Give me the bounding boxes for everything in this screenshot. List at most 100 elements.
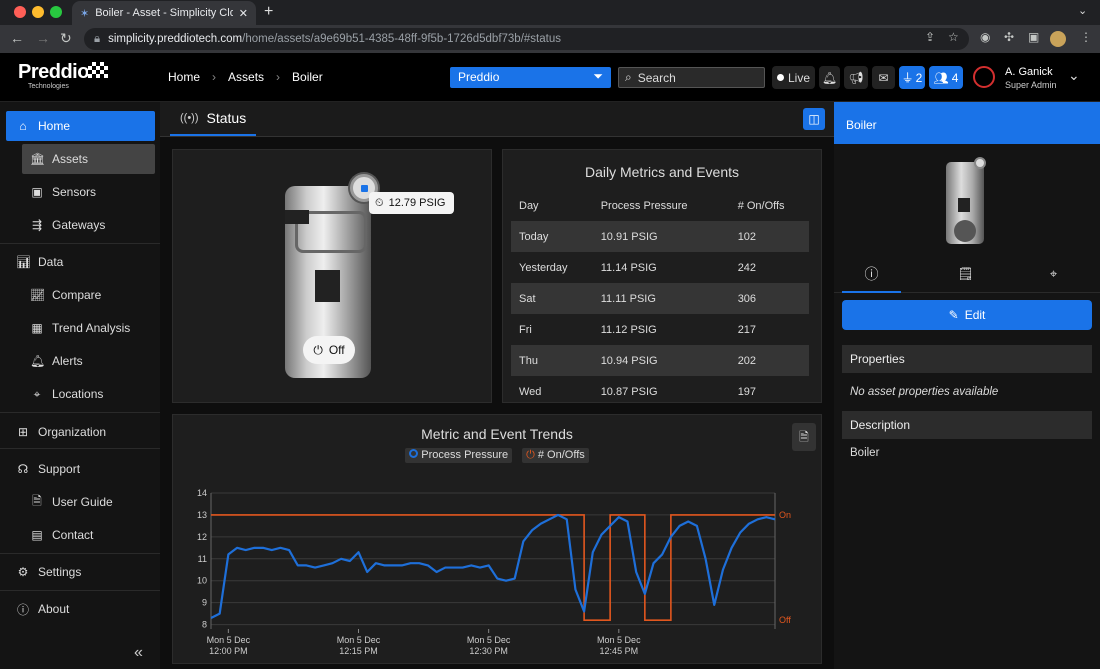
new-tab-icon[interactable]: +	[264, 3, 274, 20]
browser-tab-strip: ✶ Boiler - Asset - Simplicity Clou ✕ + ⌄	[0, 0, 1100, 25]
extension-globe-icon[interactable]: ◉	[980, 30, 991, 44]
sidebar-label: Home	[38, 119, 71, 133]
legend-label: # On/Offs	[537, 449, 585, 461]
sidebar-item-sensors[interactable]: ▣ Sensors	[22, 177, 155, 207]
sidebar-item-home[interactable]: ⌂ Home	[6, 111, 155, 141]
metrics-table: Day Process Pressure # On/Offs Today 10.9…	[511, 190, 809, 402]
edit-button[interactable]: ✎ Edit	[842, 300, 1092, 330]
url-path: /home/assets/a9e69b51-4385-48ff-9f5b-172…	[242, 33, 561, 45]
sidebar-item-organization[interactable]: ⊞ Organization	[6, 417, 155, 447]
divider	[0, 412, 160, 413]
panel-tabs: ⓘ 🗒︎ ⌖	[834, 257, 1100, 293]
column-header: Day	[519, 199, 539, 212]
sidebar-item-alerts[interactable]: 🔔︎ Alerts	[22, 346, 155, 376]
breadcrumb-assets[interactable]: Assets	[228, 70, 265, 84]
breadcrumb-boiler: Boiler	[292, 70, 323, 84]
sidebar-label: User Guide	[52, 495, 113, 509]
user-avatar-icon[interactable]	[973, 66, 995, 88]
minimize-window-icon[interactable]	[32, 6, 44, 18]
preddio-logo[interactable]: Preddio Technologies	[18, 61, 113, 95]
sidebar-item-support[interactable]: ☊ Support	[6, 454, 155, 484]
sidebar-label: About	[38, 602, 70, 616]
collapse-sidebar-icon[interactable]: «	[134, 644, 143, 661]
cell: 102	[729, 221, 809, 252]
sidebar-item-trend-analysis[interactable]: ▦ Trend Analysis	[22, 313, 155, 343]
map-pin-icon: ⌖	[33, 386, 41, 401]
boiler-visual-card: ⏲ 12.79 PSIG ⏻ Off	[172, 149, 492, 403]
sidebar-item-locations[interactable]: ⌖ Locations	[22, 379, 155, 409]
address-bar[interactable]: 🔒︎ simplicity.preddiotech.com/home/asset…	[84, 28, 969, 50]
extensions-puzzle-icon[interactable]: ✣	[1004, 30, 1015, 44]
cell: 10.94 PSIG	[592, 345, 730, 376]
search-placeholder: Search	[637, 70, 676, 85]
bookmark-star-icon[interactable]: ☆	[948, 30, 959, 44]
tab-map-icon[interactable]: ⌖	[1049, 266, 1058, 281]
share-icon[interactable]: ⇪	[925, 30, 936, 44]
zoom-window-icon[interactable]	[50, 6, 62, 18]
url-host: simplicity.preddiotech.com	[108, 33, 243, 45]
gauge-icon: ⏲	[375, 196, 384, 209]
breadcrumb: Home › Assets › Boiler	[168, 70, 323, 84]
organization-filter-select[interactable]: Preddio ⏷	[450, 67, 611, 88]
app-header: Preddio Technologies Home › Assets › Boi…	[0, 53, 1100, 102]
sidebar-item-gateways[interactable]: ⇶ Gateways	[22, 210, 155, 240]
back-icon[interactable]: ←	[10, 30, 24, 46]
sidebar-item-contact[interactable]: ▤ Contact	[22, 520, 155, 550]
tab-info-icon[interactable]: ⓘ	[842, 257, 901, 293]
sidebar-item-assets[interactable]: 🏛︎ Assets	[22, 144, 155, 174]
x-tick-label: Mon 5 Dec	[467, 635, 511, 645]
user-name[interactable]: A. Ganick	[1005, 66, 1053, 78]
side-panel-icon[interactable]: ▣	[1028, 30, 1040, 44]
export-report-icon[interactable]: 🗎	[792, 423, 816, 451]
status-toolbar: ((•)) Status ◫	[160, 102, 834, 137]
sidebar-item-about[interactable]: ⓘ About	[6, 594, 155, 624]
sidebar-label: Assets	[52, 152, 89, 166]
alert-bell-icon: 🔔︎	[30, 354, 46, 368]
close-tab-icon[interactable]: ✕	[238, 7, 248, 20]
layout-toggle-icon[interactable]: ◫	[803, 108, 825, 130]
feedback-icon[interactable]: ✉	[872, 66, 895, 89]
plug-count-button[interactable]: ⏚ 2	[899, 66, 925, 89]
search-input[interactable]: ⌕ Search	[618, 67, 765, 88]
preddio-favicon-icon: ✶	[80, 7, 90, 20]
cell: Thu	[511, 345, 593, 376]
reload-icon[interactable]: ↻	[60, 30, 72, 46]
tab-list-chevron-icon[interactable]: ⌄	[1078, 5, 1088, 17]
browser-menu-icon[interactable]: ⋮	[1080, 30, 1092, 44]
metrics-title: Daily Metrics and Events	[584, 164, 740, 180]
cell: 10.87 PSIG	[600, 385, 658, 398]
live-button[interactable]: Live	[772, 66, 815, 89]
legend-item-onoff[interactable]: ⏻ # On/Offs	[522, 448, 589, 463]
cell: 217	[737, 323, 757, 336]
people-count-button[interactable]: 👥︎ 4	[929, 66, 963, 89]
bell-icon[interactable]: 🔔︎	[819, 66, 840, 89]
forward-icon[interactable]: →	[36, 30, 50, 46]
cell: 242	[737, 261, 757, 274]
sidebar-label: Trend Analysis	[52, 321, 131, 335]
power-switch-button[interactable]: ⏻ Off	[303, 336, 355, 364]
y-tick-label: 11	[198, 554, 207, 564]
bank-icon: 🏛︎	[30, 152, 46, 166]
x-tick-label: 12:00 PM	[209, 646, 248, 656]
close-window-icon[interactable]	[14, 6, 26, 18]
sidebar-item-data[interactable]: 📊︎ Data	[6, 247, 155, 277]
sidebar-item-user-guide[interactable]: 🗎 User Guide	[22, 487, 155, 517]
browser-tab[interactable]: ✶ Boiler - Asset - Simplicity Clou ✕	[72, 1, 256, 25]
legend-item-pressure[interactable]: Process Pressure	[405, 448, 513, 463]
cell: Sat	[511, 283, 593, 314]
tab-notes-icon[interactable]: 🗒︎	[957, 266, 974, 281]
megaphone-icon[interactable]: 📢︎	[844, 66, 868, 89]
profile-avatar-icon[interactable]	[1050, 31, 1066, 47]
sidebar-item-settings[interactable]: ⚙ Settings	[6, 557, 155, 587]
boiler-thumbnail	[946, 157, 986, 244]
plug-icon: ⏚	[901, 71, 914, 85]
tab-status[interactable]: ((•)) Status	[170, 102, 257, 136]
line-chart-icon: 📈︎	[30, 288, 46, 302]
cell: 11.14 PSIG	[600, 261, 657, 274]
sidebar-item-compare[interactable]: 📈︎ Compare	[22, 280, 155, 310]
tab-title: Boiler - Asset - Simplicity Clou	[95, 7, 233, 19]
user-menu-chevron-icon[interactable]: ⌄	[1068, 67, 1080, 83]
sensor-icon: ▣	[31, 185, 43, 199]
data-chart-icon: 📊︎	[16, 255, 32, 269]
breadcrumb-home[interactable]: Home	[168, 70, 201, 84]
